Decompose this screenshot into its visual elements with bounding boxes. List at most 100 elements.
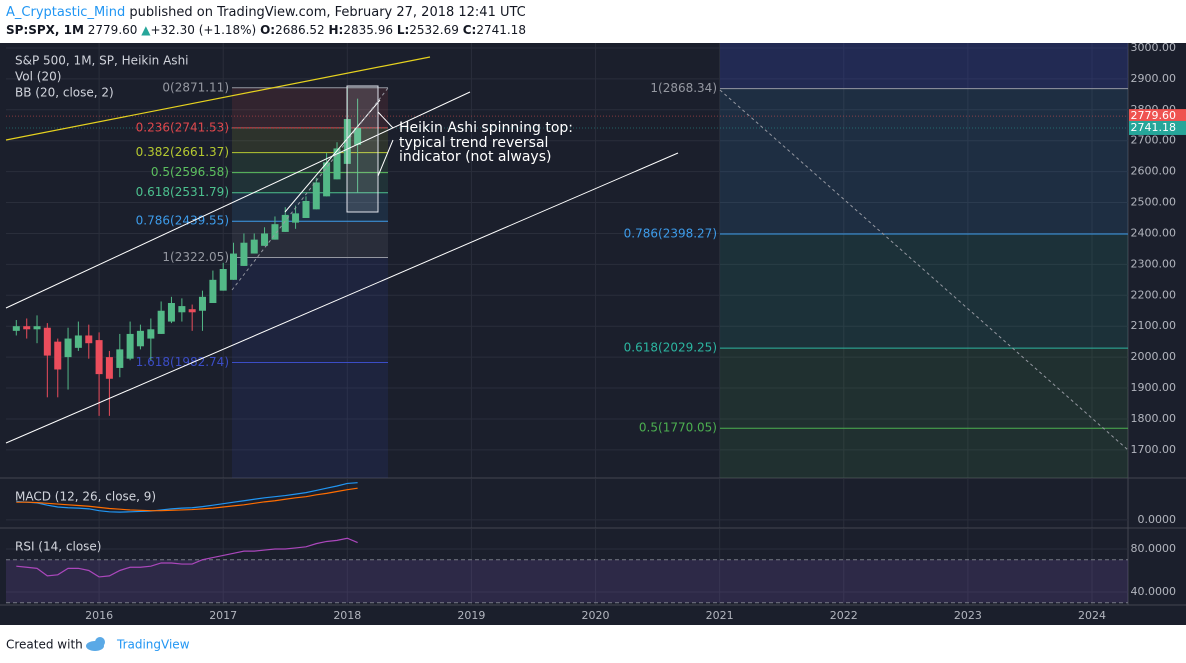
y-tick-label: 2900.00 <box>1131 72 1177 85</box>
marks <box>6 87 1128 578</box>
y-tick-label: 2000.00 <box>1131 350 1177 363</box>
candle-body <box>281 214 289 232</box>
header-line2: SP:SPX, 1M 2779.60 ▲+32.30 (+1.18%) O:26… <box>6 23 526 37</box>
price-badge <box>1129 109 1186 124</box>
candle-body <box>333 148 341 180</box>
candle-body <box>261 233 269 246</box>
candle-body <box>105 357 113 379</box>
y-tick-label: 3000.00 <box>1131 41 1177 54</box>
author[interactable]: A_Cryptastic_Mind <box>6 5 125 20</box>
y-tick-label: 2100.00 <box>1131 319 1177 332</box>
candle-body <box>230 253 238 280</box>
y-tick-label: 2200.00 <box>1131 288 1177 301</box>
series-line <box>16 487 358 512</box>
candle-body <box>354 127 362 145</box>
price-badge-label: 2779.60 <box>1131 109 1177 122</box>
rsi-band <box>6 559 1128 603</box>
y-tick-label: 2600.00 <box>1131 165 1177 178</box>
fib-trend <box>231 87 389 291</box>
arrow: ▲ <box>141 23 151 37</box>
ohlc-key: H: <box>329 23 344 37</box>
logo[interactable] <box>86 637 105 651</box>
candle-body <box>157 310 165 334</box>
price-badge <box>1129 120 1186 135</box>
series-line <box>16 482 358 513</box>
x-tick-label: 2016 <box>85 609 113 622</box>
ohlc-value: 2741.18 <box>476 23 526 37</box>
y-tick-label: 0.0000 <box>1138 513 1177 526</box>
trend-line <box>5 56 431 141</box>
published: published on TradingView.com, February 2… <box>129 5 525 20</box>
highlight-box <box>346 85 379 213</box>
legend-label: S&P 500, 1M, SP, Heikin Ashi <box>15 54 189 68</box>
footer-brand[interactable]: TradingView <box>116 638 190 652</box>
fib-zone <box>720 233 1128 349</box>
candle-body <box>136 330 144 347</box>
ohlc-key: O: <box>260 23 275 37</box>
annotation: Heikin Ashi spinning top: <box>399 120 573 136</box>
candle-body <box>33 326 41 330</box>
price: 2779.60 <box>88 23 138 37</box>
candle-body <box>116 349 124 368</box>
ohlc-value: 2532.69 <box>409 23 459 37</box>
x-tick-label: 2023 <box>954 609 982 622</box>
fib-zone <box>232 257 388 363</box>
candle-body <box>54 341 62 370</box>
channel-line <box>5 152 679 444</box>
fib-label: 0.618(2531.79) <box>136 185 229 199</box>
candle-body <box>43 327 51 356</box>
fib-zone <box>232 221 388 258</box>
legend-label: Vol (20) <box>15 70 61 84</box>
legend-label: BB (20, close, 2) <box>15 86 114 100</box>
fib-label: 0(2871.11) <box>162 80 229 94</box>
change: +32.30 (+1.18%) <box>150 23 256 37</box>
y-tick-label: 80.0000 <box>1131 542 1177 555</box>
price-badge-label: 2741.18 <box>1131 121 1177 134</box>
annotation: typical trend reversal <box>399 135 548 151</box>
candle-body <box>167 303 175 322</box>
ohlc-value: 2835.96 <box>343 23 393 37</box>
candle-body <box>312 182 320 210</box>
fib-zone <box>232 127 388 153</box>
fib-label: 0.236(2741.53) <box>136 120 229 134</box>
candle-body <box>178 306 186 313</box>
fib-label: 1.618(1982.74) <box>136 355 229 369</box>
footer-bg <box>0 625 1186 663</box>
series-line <box>16 537 358 578</box>
candle-body <box>23 326 31 330</box>
x-tick-label: 2021 <box>706 609 734 622</box>
legend-label: RSI (14, close) <box>15 540 101 554</box>
candle-body <box>188 309 196 313</box>
fib-label: 0.382(2661.37) <box>136 145 229 159</box>
candle-body <box>219 269 227 291</box>
candle-body <box>147 329 155 339</box>
fib-label: 1(2322.05) <box>162 250 229 264</box>
y-tick-label: 1700.00 <box>1131 443 1177 456</box>
x-tick-label: 2017 <box>209 609 237 622</box>
logo-cloud <box>95 637 105 647</box>
y-tick-label: 2700.00 <box>1131 134 1177 147</box>
candle-body <box>250 239 258 254</box>
ohlc-key: C: <box>463 23 477 37</box>
candle-body <box>85 335 93 344</box>
candle-body <box>74 335 82 348</box>
y-tick-label: 1800.00 <box>1131 412 1177 425</box>
leader-line <box>377 111 394 129</box>
drawings <box>5 56 1129 451</box>
candle-body <box>64 338 72 358</box>
grid: 2016 2017 2018 2019 2020 2021 2022 2023 2024 1700… <box>0 41 1186 622</box>
fib: 0(2871.11) 0.236(2741.53) 0.382(2661.37) 0.… <box>136 43 1128 478</box>
fib-zone <box>720 348 1128 429</box>
y-tick-label: 2400.00 <box>1131 226 1177 239</box>
x-tick-label: 2020 <box>582 609 610 622</box>
x-tick-label: 2019 <box>457 609 485 622</box>
ohlc-key: L: <box>397 23 409 37</box>
fib-zone <box>720 43 1128 89</box>
fib-label: 1(2868.34) <box>650 81 717 95</box>
candle-body <box>292 213 300 223</box>
candle-body <box>240 242 248 266</box>
candle-body <box>12 326 20 331</box>
fib-label: 0.786(2398.27) <box>624 226 717 240</box>
